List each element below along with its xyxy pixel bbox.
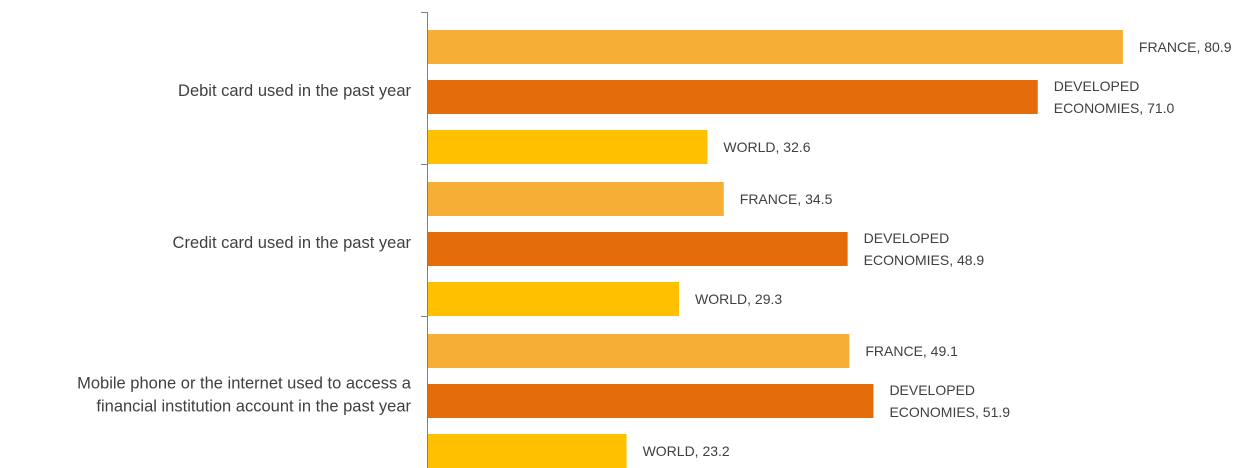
data-label: FRANCE, 80.9 (1139, 39, 1232, 55)
bar (427, 282, 680, 316)
bar (427, 130, 708, 164)
bar (427, 232, 848, 266)
category-label: Debit card used in the past year (178, 82, 411, 100)
bar (427, 434, 627, 468)
bar (427, 334, 850, 368)
category-label: Credit card used in the past year (173, 234, 412, 252)
data-label: DEVELOPED ECONOMIES, 48.9 (864, 230, 985, 268)
data-label: WORLD, 23.2 (643, 443, 730, 459)
data-label: WORLD, 32.6 (723, 139, 810, 155)
data-label: FRANCE, 49.1 (865, 343, 958, 359)
category-label: Mobile phone or the internet used to acc… (77, 375, 412, 416)
bar (427, 80, 1038, 114)
bar (427, 30, 1123, 64)
data-label: DEVELOPED ECONOMIES, 71.0 (1054, 78, 1175, 116)
category-axis (421, 12, 428, 468)
category-labels: Debit card used in the past year Credit c… (77, 82, 412, 416)
bars (427, 30, 1123, 468)
bar (427, 182, 724, 216)
data-label: WORLD, 29.3 (695, 291, 782, 307)
bar (427, 384, 874, 418)
data-label: DEVELOPED ECONOMIES, 51.9 (889, 382, 1010, 420)
data-label: FRANCE, 34.5 (740, 191, 833, 207)
data-labels: FRANCE, 80.9 DEVELOPED ECONOMIES, 71.0 WORL… (643, 39, 1232, 459)
